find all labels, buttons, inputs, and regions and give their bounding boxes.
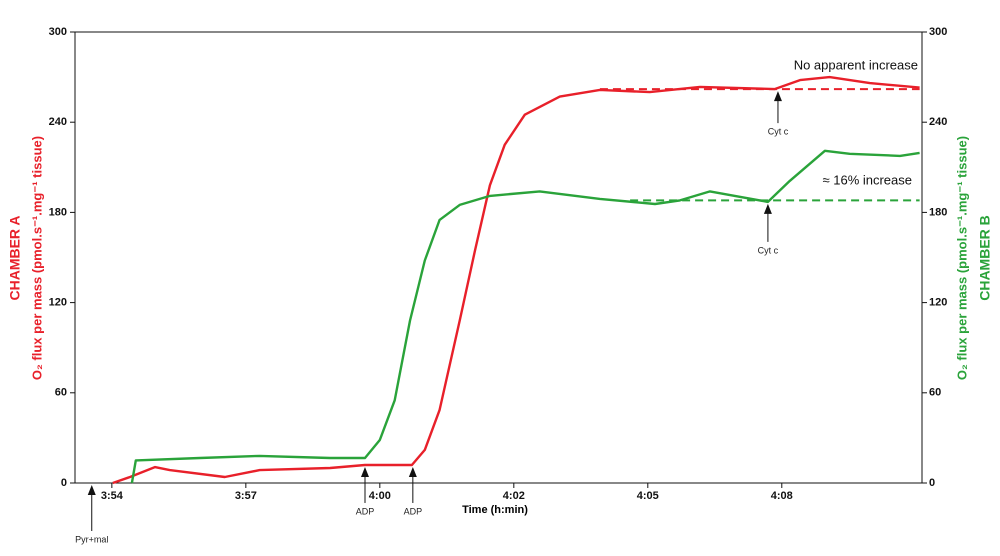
y2-axis-chamber: CHAMBER B <box>977 215 993 301</box>
y-tick-label: 180 <box>49 206 67 218</box>
x-axis-label: Time (h:min) <box>462 504 528 516</box>
x-tick-label: 3:57 <box>235 490 257 502</box>
event-arrowhead <box>408 466 417 477</box>
x-tick-label: 4:05 <box>637 490 659 502</box>
y2-tick-label: 0 <box>929 477 935 489</box>
event-arrowhead <box>360 466 369 477</box>
event-arrowhead <box>763 203 772 214</box>
y-axis-chamber: CHAMBER A <box>7 215 23 300</box>
x-tick-label: 4:00 <box>369 490 391 502</box>
y2-tick-label: 240 <box>929 116 947 128</box>
y2-tick-label: 120 <box>929 297 947 309</box>
y2-tick-label: 300 <box>929 26 947 38</box>
y-tick-label: 120 <box>49 297 67 309</box>
event-arrowhead <box>87 485 96 495</box>
y2-axis-label: O₂ flux per mass (pmol.s⁻¹.mg⁻¹ tissue) <box>954 136 969 380</box>
plot-frame <box>74 31 923 484</box>
y2-tick-label: 180 <box>929 206 947 218</box>
event-label: Pyr+mal <box>75 534 108 544</box>
y-tick-label: 0 <box>61 477 67 489</box>
event-label: ADP <box>404 506 423 516</box>
y-tick-label: 240 <box>49 116 67 128</box>
y2-tick-label: 60 <box>929 387 941 399</box>
y-tick-label: 60 <box>55 387 67 399</box>
event-arrowhead <box>773 91 782 102</box>
data-line <box>130 149 920 484</box>
annotation: No apparent increase <box>794 57 918 72</box>
x-tick-label: 3:54 <box>101 490 124 502</box>
annotation: ≈ 16% increase <box>822 172 912 187</box>
data-line <box>112 75 920 485</box>
x-tick-label: 4:08 <box>771 490 793 502</box>
event-label: ADP <box>356 506 375 516</box>
event-label: Cyt c <box>758 245 779 255</box>
event-label: Cyt c <box>768 127 789 137</box>
y-axis-label: O₂ flux per mass (pmol.s⁻¹.mg⁻¹ tissue) <box>29 136 44 380</box>
x-tick-label: 4:02 <box>503 490 525 502</box>
y-tick-label: 300 <box>49 26 67 38</box>
